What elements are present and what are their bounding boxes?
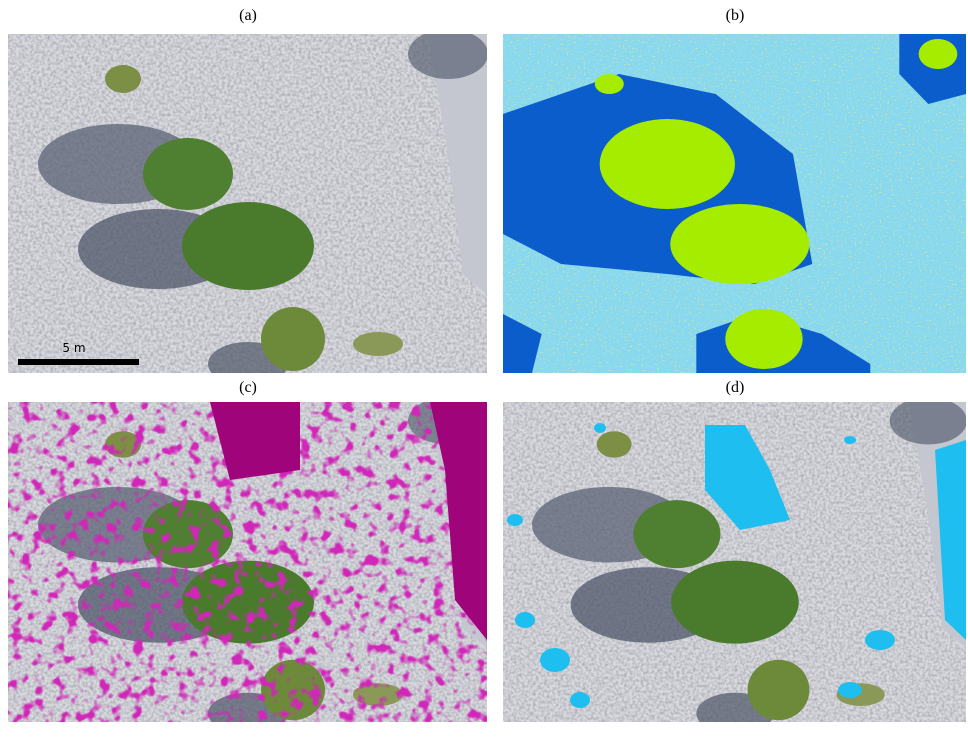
panel-label: (d) <box>726 379 745 396</box>
figure: (a) (b) (c) (d) 5 m <box>0 0 968 738</box>
panel-b <box>503 34 966 373</box>
scale-bar-label: 5 m <box>62 341 85 355</box>
panel-label: (a) <box>239 7 257 24</box>
panel-label: (b) <box>726 7 745 24</box>
panel-label: (c) <box>239 379 257 396</box>
panel-d <box>503 397 967 734</box>
panel-a: 5 m <box>8 29 488 386</box>
page: (a) (b) (c) (d) 5 m <box>0 0 968 738</box>
panel-c <box>8 397 488 734</box>
